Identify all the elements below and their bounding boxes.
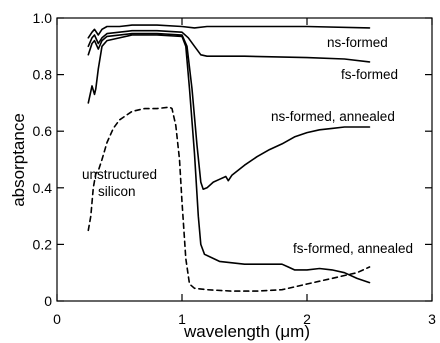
- x-tick-label: 2: [303, 311, 311, 327]
- series-line-fs-formed: [87, 29, 371, 63]
- plot-frame: [56, 17, 433, 302]
- x-tick-label: 1: [178, 311, 186, 327]
- annotation-unstructured: unstructured: [82, 167, 157, 182]
- axis-ticks: 0 1 2 3 0 0.2 0.4 0.6 0.8 1.0: [33, 10, 437, 327]
- annotation-fs-formed-annealed: fs-formed, annealed: [293, 241, 413, 256]
- x-tick-label: 0: [53, 311, 61, 327]
- annotation-ns-formed: ns-formed: [327, 35, 388, 50]
- series-line-fs-formed-annealed: [87, 34, 371, 284]
- series-line-ns-formed: [87, 24, 371, 39]
- x-tick-label: 3: [428, 311, 436, 327]
- annotation-fs-formed: fs-formed: [341, 67, 398, 82]
- annotation-silicon: silicon: [98, 184, 136, 199]
- y-tick-label: 0: [44, 293, 52, 309]
- series-line-ns-formed-annealed: [87, 32, 371, 190]
- annotation-ns-formed-annealed: ns-formed, annealed: [271, 109, 395, 124]
- y-tick-label: 0.2: [33, 236, 53, 252]
- y-tick-label: 0.8: [33, 67, 53, 83]
- y-tick-label: 0.4: [33, 180, 53, 196]
- series-layer: [87, 24, 371, 292]
- x-axis-label: wavelength (μm): [183, 322, 310, 341]
- y-tick-label: 1.0: [33, 10, 53, 26]
- y-axis-label: absorptance: [9, 113, 28, 207]
- y-tick-label: 0.6: [33, 123, 53, 139]
- series-line-unstructured-silicon: [87, 106, 371, 292]
